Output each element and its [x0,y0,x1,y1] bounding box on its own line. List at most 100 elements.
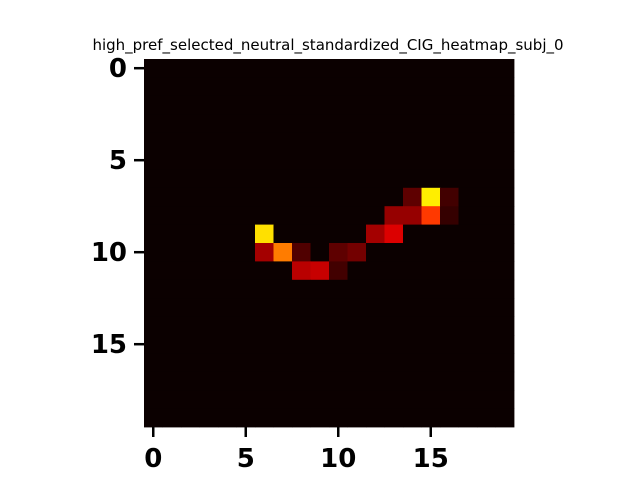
y-tick-label: 10 [91,238,127,268]
heatmap-cell [347,169,367,189]
heatmap-cell [273,169,293,189]
heatmap-cell [236,371,256,391]
heatmap-cell [292,279,311,299]
heatmap-cell [329,77,348,97]
heatmap-cell [236,298,256,317]
heatmap-cell [162,353,182,373]
heatmap-cell [366,95,385,115]
heatmap-cell [403,95,422,115]
heatmap-cell [384,77,404,97]
heatmap-cell [199,95,219,115]
heatmap-cell [162,132,182,152]
heatmap-cell [218,224,237,244]
heatmap-cell [162,298,182,317]
heatmap-cell [403,371,422,391]
heatmap-cell [199,114,219,133]
heatmap-cell [273,206,293,225]
heatmap-cell [144,261,163,281]
heatmap-cell [384,408,404,428]
heatmap-cell [440,59,459,78]
heatmap-cell [403,353,422,373]
heatmap-cell [310,316,330,336]
heatmap-cell [218,59,237,78]
heatmap-cell [440,335,459,354]
heatmap-cell [292,316,311,336]
heatmap-cell [310,279,330,299]
heatmap-cell [310,187,330,207]
heatmap-cell [199,261,219,281]
heatmap-cell [347,95,367,115]
heatmap-cell [273,151,293,170]
heatmap-cell [366,59,385,78]
heatmap-cell [366,371,385,391]
heatmap-cell [347,132,367,152]
heatmap-cell [218,353,237,373]
heatmap-cell [384,151,404,170]
heatmap-cell [329,187,348,207]
heatmap-cell [292,224,311,244]
heatmap-cell [273,390,293,409]
heatmap-cell [329,59,348,78]
heatmap-cell [329,243,348,262]
heatmap-cell [366,114,385,133]
heatmap-cell [347,187,367,207]
heatmap-cell [421,390,441,409]
heatmap-cell [199,59,219,78]
heatmap-cell [292,298,311,317]
heatmap-cell [273,77,293,97]
heatmap-cell [366,298,385,317]
heatmap-cell [329,371,348,391]
heatmap-cell [255,169,274,189]
heatmap-cell [199,206,219,225]
heatmap-cell [144,132,163,152]
heatmap-cell [440,77,459,97]
heatmap-cell [255,187,274,207]
heatmap-cell [273,243,293,262]
heatmap-cell [292,371,311,391]
heatmap-cell [440,408,459,428]
heatmap-cell [199,132,219,152]
heatmap-cell [366,169,385,189]
heatmap-cell [144,151,163,170]
heatmap-cell [292,151,311,170]
heatmap-cell [440,316,459,336]
heatmap-cell [310,353,330,373]
heatmap-cell [199,243,219,262]
heatmap-cell [181,169,200,189]
heatmap-cell [181,353,200,373]
heatmap-cell [255,371,274,391]
heatmap-cell [384,206,404,225]
heatmap-cell [421,77,441,97]
heatmap-cell [403,298,422,317]
heatmap-cell [162,390,182,409]
heatmap-cell [440,298,459,317]
heatmap-cell [144,206,163,225]
heatmap-cell [162,151,182,170]
heatmap-cell [292,59,311,78]
heatmap-cell [218,169,237,189]
chart-title: high_pref_selected_neutral_standardized_… [92,36,563,55]
heatmap-cell [477,206,496,225]
heatmap-cell [199,224,219,244]
heatmap-cell [347,151,367,170]
heatmap-cell [458,408,478,428]
heatmap-cell [144,95,163,115]
heatmap-cell [162,95,182,115]
heatmap-cell [181,206,200,225]
heatmap-cell [255,151,274,170]
heatmap-cell [218,261,237,281]
heatmap-cell [255,316,274,336]
heatmap-cell [199,77,219,97]
heatmap-cell [218,335,237,354]
heatmap-cell [347,371,367,391]
heatmap-cell [495,298,515,317]
heatmap-cell [384,371,404,391]
heatmap-cell [236,390,256,409]
heatmap-cell [421,261,441,281]
heatmap-cell [255,335,274,354]
heatmap-cell [273,95,293,115]
heatmap-cell [218,151,237,170]
heatmap-cell [162,243,182,262]
heatmap-cell [292,169,311,189]
heatmap-cell [329,132,348,152]
